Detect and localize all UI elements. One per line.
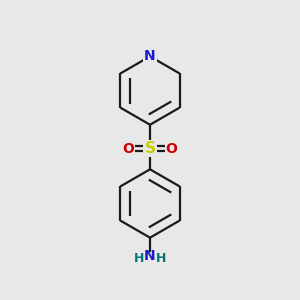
Text: O: O xyxy=(123,142,134,155)
Text: H: H xyxy=(156,252,166,265)
Text: N: N xyxy=(144,249,156,263)
Text: O: O xyxy=(166,142,177,155)
Text: H: H xyxy=(134,252,144,265)
Text: S: S xyxy=(145,141,155,156)
Text: N: N xyxy=(144,50,156,63)
